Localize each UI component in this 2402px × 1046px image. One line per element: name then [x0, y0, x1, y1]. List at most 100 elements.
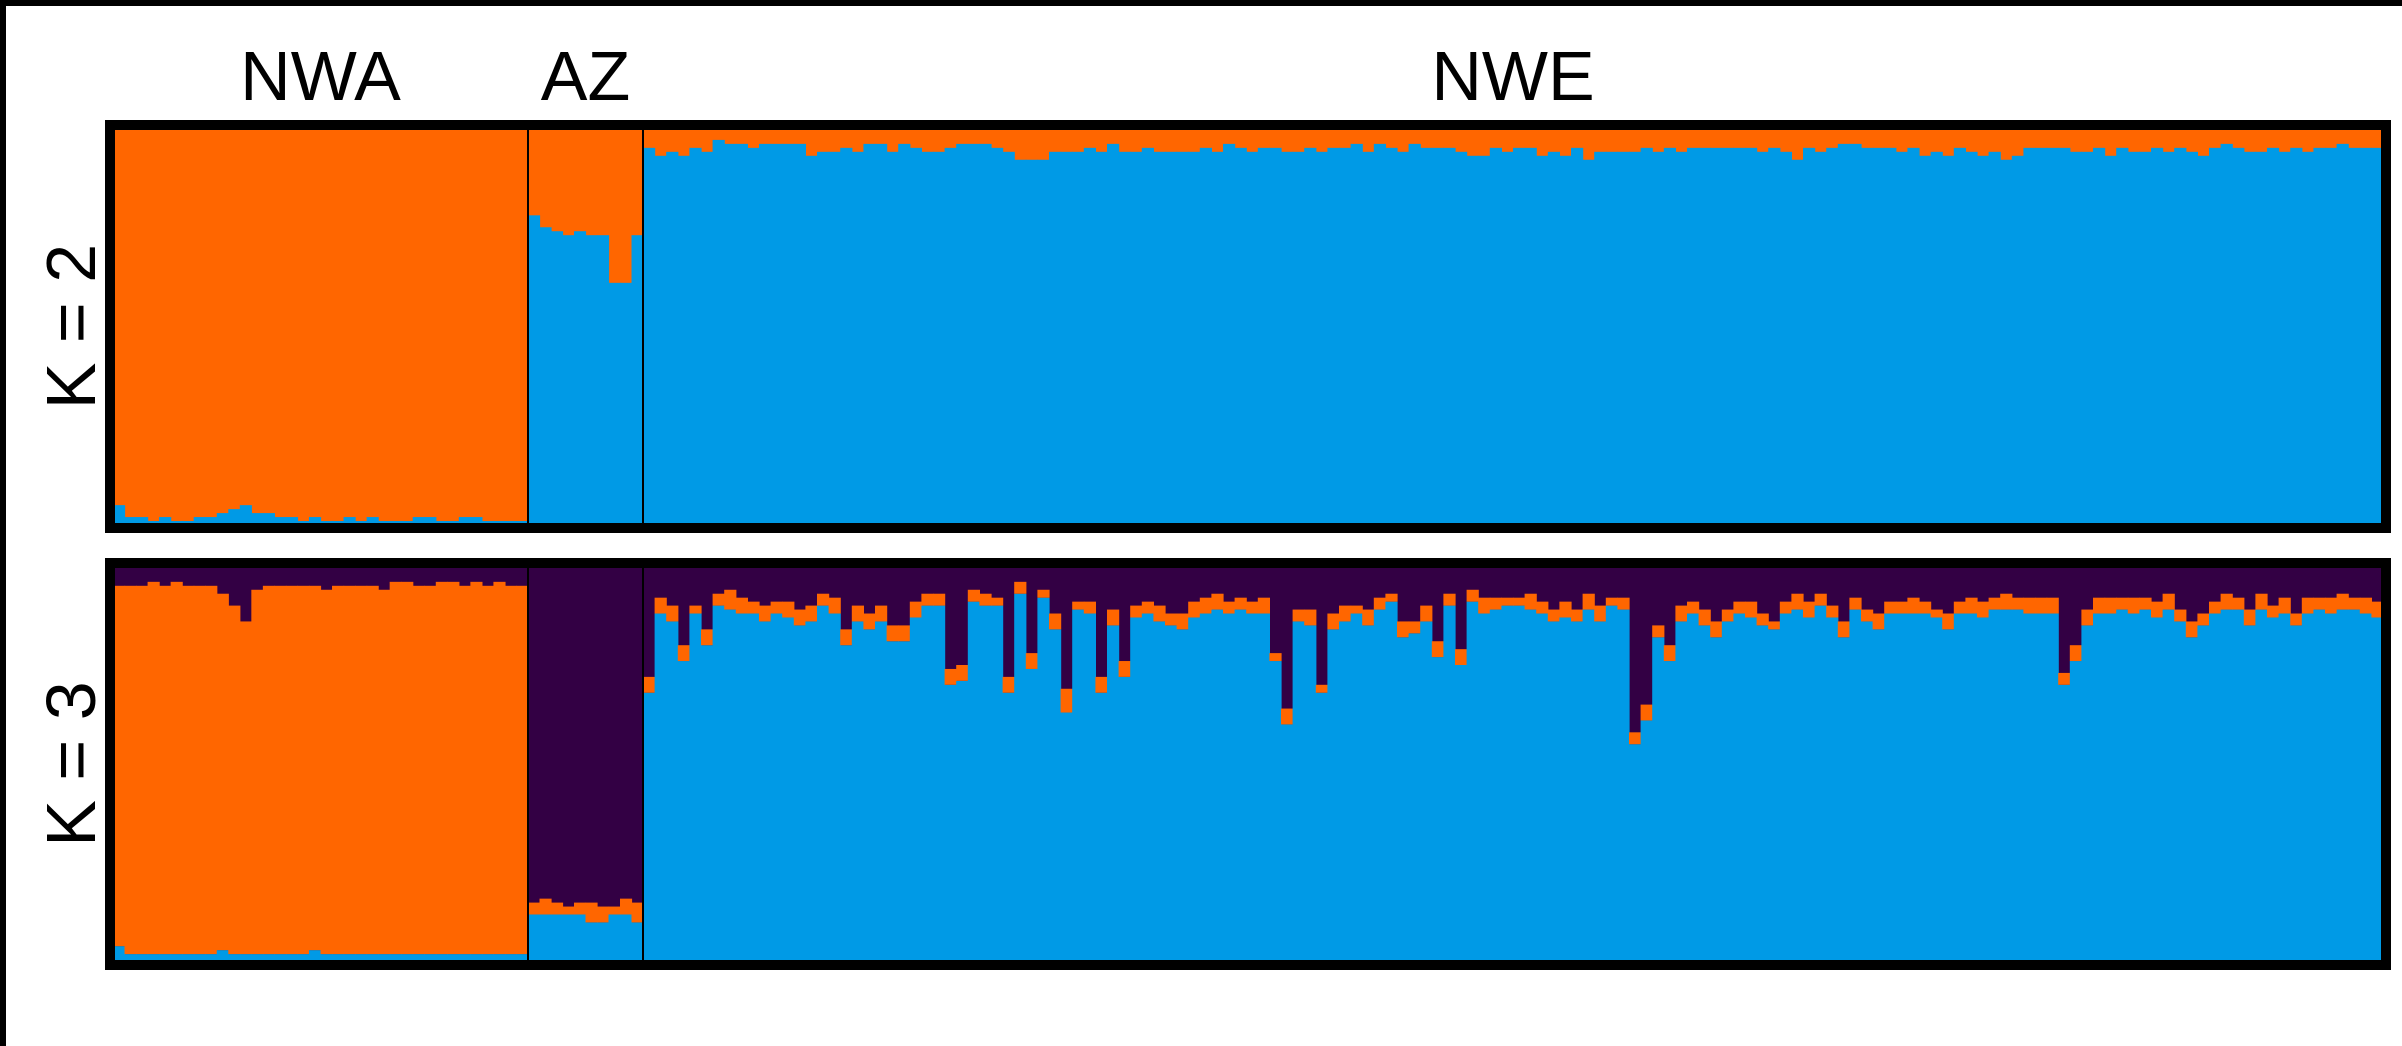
bar-blue-84 [1083, 147, 1096, 525]
bar-blue-172 [2104, 613, 2117, 962]
bar-blue-129 [1605, 605, 1618, 962]
bar-blue-91 [1165, 151, 1178, 525]
bar-orange-66 [875, 605, 888, 622]
bar-blue-56 [759, 143, 772, 525]
bar-blue-50 [689, 613, 702, 962]
bar-blue-188 [2290, 147, 2303, 525]
bar-blue-44 [620, 914, 633, 962]
bar-blue-17 [308, 517, 322, 525]
bar-blue-96 [1223, 613, 1236, 962]
bar-orange-82 [1060, 688, 1073, 713]
bar-blue-23 [378, 954, 391, 962]
bar-blue-193 [2348, 147, 2361, 525]
bar-blue-49 [677, 661, 690, 962]
bar-blue-75 [979, 605, 992, 962]
bar-blue-24 [389, 954, 402, 962]
bar-orange-190 [2313, 597, 2326, 610]
bar-blue-167 [2046, 147, 2059, 525]
bar-blue-136 [1687, 147, 1700, 525]
bar-blue-77 [1002, 151, 1015, 525]
bar-blue-131 [1629, 744, 1642, 962]
bar-orange-80 [1037, 589, 1050, 598]
bar-blue-115 [1443, 605, 1456, 962]
bar-blue-140 [1733, 147, 1746, 525]
bar-blue-9 [216, 513, 229, 525]
bar-orange-169 [2069, 645, 2082, 662]
bar-blue-125 [1559, 617, 1572, 962]
bar-orange-104 [1315, 684, 1328, 693]
bar-orange-172 [2104, 597, 2117, 614]
bar-blue-95 [1211, 151, 1224, 525]
bar-orange-59 [793, 609, 806, 626]
bar-orange-23 [378, 589, 391, 955]
bar-blue-118 [1478, 155, 1491, 526]
bar-orange-141 [1745, 601, 1758, 618]
bar-blue-103 [1304, 147, 1317, 525]
bar-blue-122 [1524, 609, 1537, 962]
bar-blue-12 [251, 954, 264, 962]
bar-orange-68 [898, 625, 911, 642]
bar-orange-25 [401, 581, 414, 955]
bar-orange-112 [1408, 621, 1421, 634]
bar-blue-143 [1768, 629, 1781, 962]
bar-orange-96 [1223, 601, 1236, 614]
bar-blue-69 [909, 147, 922, 525]
bar-orange-74 [967, 589, 980, 602]
bar-orange-55 [747, 601, 760, 614]
bar-orange-85 [1095, 676, 1108, 693]
bar-blue-20 [343, 517, 356, 525]
bar-orange-149 [1837, 621, 1850, 638]
bar-blue-58 [782, 617, 795, 962]
bar-orange-83 [1072, 601, 1085, 610]
bar-orange-60 [805, 605, 818, 622]
bar-blue-187 [2278, 151, 2291, 525]
bar-orange-64 [851, 605, 864, 622]
bar-blue-178 [2174, 147, 2187, 525]
bar-blue-18 [320, 954, 333, 962]
bar-blue-45 [631, 922, 644, 962]
bar-blue-37 [539, 227, 552, 525]
bar-blue-186 [2267, 617, 2280, 962]
bar-orange-156 [1919, 601, 1932, 614]
bar-blue-78 [1014, 159, 1027, 525]
panel-label-k2: K = 2 [32, 244, 110, 409]
bar-blue-14 [274, 954, 287, 962]
bar-blue-160 [1965, 151, 1978, 525]
bar-blue-181 [2209, 613, 2222, 962]
bar-orange-167 [2046, 597, 2059, 614]
bar-blue-134 [1663, 147, 1676, 525]
bar-orange-13 [262, 585, 275, 955]
bar-blue-139 [1721, 621, 1734, 962]
bar-orange-117 [1466, 589, 1479, 602]
bar-blue-165 [2023, 147, 2036, 525]
bar-blue-96 [1223, 143, 1236, 525]
bar-blue-41 [585, 235, 598, 525]
bar-orange-123 [1536, 601, 1549, 614]
bar-orange-180 [2197, 613, 2210, 626]
bar-orange-73 [956, 665, 969, 681]
bar-blue-191 [2325, 613, 2338, 962]
bar-blue-123 [1536, 155, 1549, 526]
bar-blue-6 [182, 954, 195, 962]
panel-frame [105, 558, 2391, 970]
bar-orange-9 [216, 593, 229, 951]
bar-blue-44 [620, 282, 633, 525]
bar-blue-97 [1234, 147, 1247, 525]
bar-orange-184 [2243, 609, 2256, 626]
bar-blue-105 [1327, 629, 1340, 962]
bar-blue-177 [2162, 609, 2175, 962]
bar-blue-102 [1292, 151, 1305, 525]
bar-blue-12 [251, 513, 264, 525]
bar-blue-128 [1594, 621, 1607, 962]
bar-blue-43 [608, 282, 621, 525]
bar-orange-189 [2301, 597, 2314, 614]
bar-blue-185 [2255, 151, 2268, 525]
bar-orange-28 [435, 581, 448, 955]
bar-blue-93 [1188, 617, 1201, 962]
bar-blue-17 [308, 950, 322, 962]
bar-blue-138 [1710, 147, 1723, 525]
bar-orange-168 [2058, 672, 2071, 685]
bar-blue-162 [1988, 151, 2001, 525]
bar-blue-128 [1594, 151, 1607, 525]
bar-blue-121 [1513, 605, 1526, 962]
